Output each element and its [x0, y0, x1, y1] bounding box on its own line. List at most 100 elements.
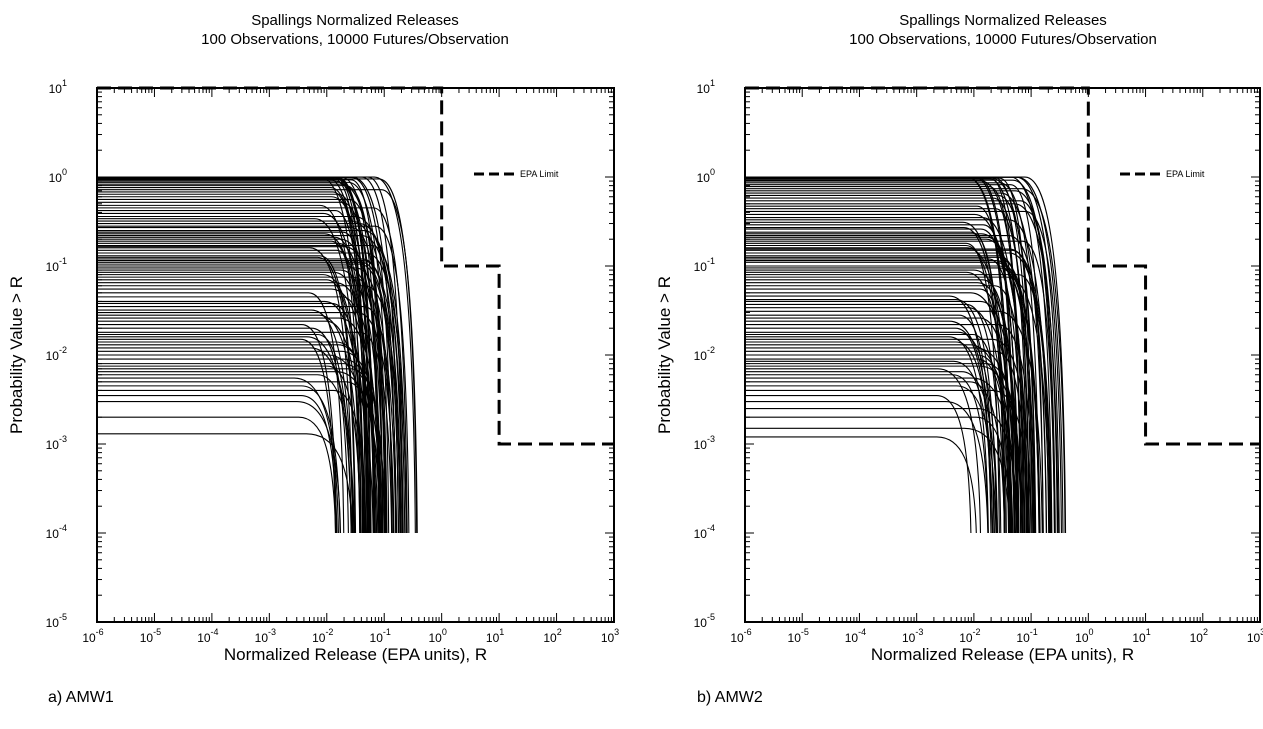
ccdf-curve: [745, 288, 1013, 534]
ccdf-curve: [97, 374, 355, 534]
y-tick-label: 100: [697, 167, 715, 185]
ccdf-curve: [745, 395, 972, 534]
ccdf-curve: [97, 363, 383, 534]
ccdf-curve: [97, 327, 349, 534]
x-tick-label: 101: [486, 627, 504, 645]
ccdf-curve: [97, 252, 407, 534]
ccdf-curve: [745, 331, 999, 534]
ccdf-curve: [97, 311, 395, 534]
ccdf-curve: [97, 285, 402, 534]
chart-title-line: 100 Observations, 10000 Futures/Observat…: [849, 31, 1157, 48]
ccdf-curve: [745, 354, 1016, 534]
ccdf-curve: [97, 225, 410, 534]
ccdf-curve: [97, 323, 337, 534]
x-tick-label: 10-5: [788, 627, 809, 645]
x-tick-label: 10-6: [730, 627, 751, 645]
ccdf-curve: [745, 261, 1040, 534]
ccdf-curve: [745, 338, 1032, 534]
ccdf-curve: [745, 285, 1029, 534]
y-axis-label: Probability Value > R: [655, 276, 674, 434]
x-tick-label: 101: [1132, 627, 1150, 645]
ccdf-curve: [745, 336, 989, 534]
ccdf-curve: [745, 176, 1067, 534]
ccdf-curve: [97, 181, 390, 534]
ccdf-curve: [745, 274, 1051, 534]
ccdf-curve: [97, 302, 369, 534]
x-tick-label: 10-4: [197, 627, 218, 645]
ccdf-curve: [745, 389, 1030, 534]
axis-ticks: [96, 88, 614, 623]
x-tick-label: 10-1: [370, 627, 391, 645]
ccdf-curve: [97, 365, 362, 534]
y-tick-label: 10-3: [694, 434, 715, 452]
x-tick-label: 10-1: [1016, 627, 1037, 645]
ccdf-curve: [97, 247, 354, 534]
ccdf-curve: [97, 207, 408, 534]
y-tick-label: 10-2: [694, 345, 715, 363]
ccdf-curve: [97, 260, 402, 534]
legend-label: EPA Limit: [520, 169, 559, 179]
ccdf-curve: [97, 258, 400, 534]
ccdf-curve: [97, 395, 338, 534]
y-tick-label: 101: [49, 78, 67, 96]
x-tick-label: 10-3: [255, 627, 276, 645]
panel-caption: a) AMW1: [48, 689, 114, 706]
ccdf-curve: [97, 416, 337, 534]
ccdf-curve: [745, 267, 1036, 534]
ccdf-curve: [97, 255, 357, 534]
chart-title-line: Spallings Normalized Releases: [899, 12, 1107, 29]
ccdf-curve: [745, 210, 1062, 534]
ccdf-curve: [745, 320, 995, 534]
ccdf-curves: [745, 176, 1067, 534]
ccdf-curve: [97, 347, 354, 534]
chart-title-line: Spallings Normalized Releases: [251, 12, 459, 29]
ccdf-curve: [97, 249, 370, 534]
ccdf-curve: [745, 242, 1000, 534]
y-tick-label: 10-1: [694, 256, 715, 274]
ccdf-curve: [745, 295, 992, 534]
panel-caption: b) AMW2: [697, 689, 763, 706]
x-tick-label: 10-2: [959, 627, 980, 645]
y-tick-label: 10-4: [46, 523, 67, 541]
ccdf-curve: [745, 190, 1058, 534]
ccdf-curve: [97, 269, 383, 534]
ccdf-curve: [97, 306, 397, 534]
ccdf-curves: [97, 176, 418, 534]
ccdf-curve: [97, 263, 398, 534]
x-tick-label: 100: [1075, 627, 1093, 645]
ccdf-curve: [97, 320, 364, 534]
ccdf-curve: [745, 203, 1059, 534]
ccdf-curve: [745, 365, 1023, 534]
ccdf-curve: [745, 176, 1032, 534]
ccdf-curve: [745, 385, 997, 534]
epa-limit-line: [97, 86, 614, 446]
ccdf-curve: [745, 194, 1037, 534]
ccdf-curve: [745, 303, 1002, 534]
ccdf-curve: [745, 260, 1041, 534]
ccdf-curve: [745, 333, 1005, 534]
chart-panel-2: Spallings Normalized Releases 100 Observa…: [655, 12, 1263, 706]
ccdf-curve: [745, 374, 989, 534]
x-tick-label: 10-4: [845, 627, 866, 645]
x-tick-label: 10-6: [82, 627, 103, 645]
ccdf-curve: [97, 227, 388, 534]
x-tick-label: 10-5: [140, 627, 161, 645]
ccdf-curve: [745, 436, 977, 534]
ccdf-curve: [745, 192, 1044, 534]
y-tick-label: 10-3: [46, 434, 67, 452]
y-tick-label: 10-1: [46, 256, 67, 274]
ccdf-curve: [745, 368, 982, 534]
y-tick-label: 101: [697, 78, 715, 96]
ccdf-curve: [97, 296, 376, 534]
ccdf-curve: [97, 288, 376, 534]
ccdf-curve: [745, 358, 1013, 534]
chart-panel-1: Spallings Normalized Releases 100 Observa…: [7, 12, 619, 706]
ccdf-curve: [745, 188, 1066, 534]
chart-title: Spallings Normalized Releases 100 Observa…: [201, 12, 509, 48]
ccdf-curve: [97, 279, 362, 534]
y-tick-label: 10-5: [694, 612, 715, 630]
x-tick-label: 102: [1190, 627, 1208, 645]
ccdf-curve: [745, 381, 1006, 534]
ccdf-curve: [97, 377, 339, 534]
ccdf-curve: [97, 309, 354, 534]
